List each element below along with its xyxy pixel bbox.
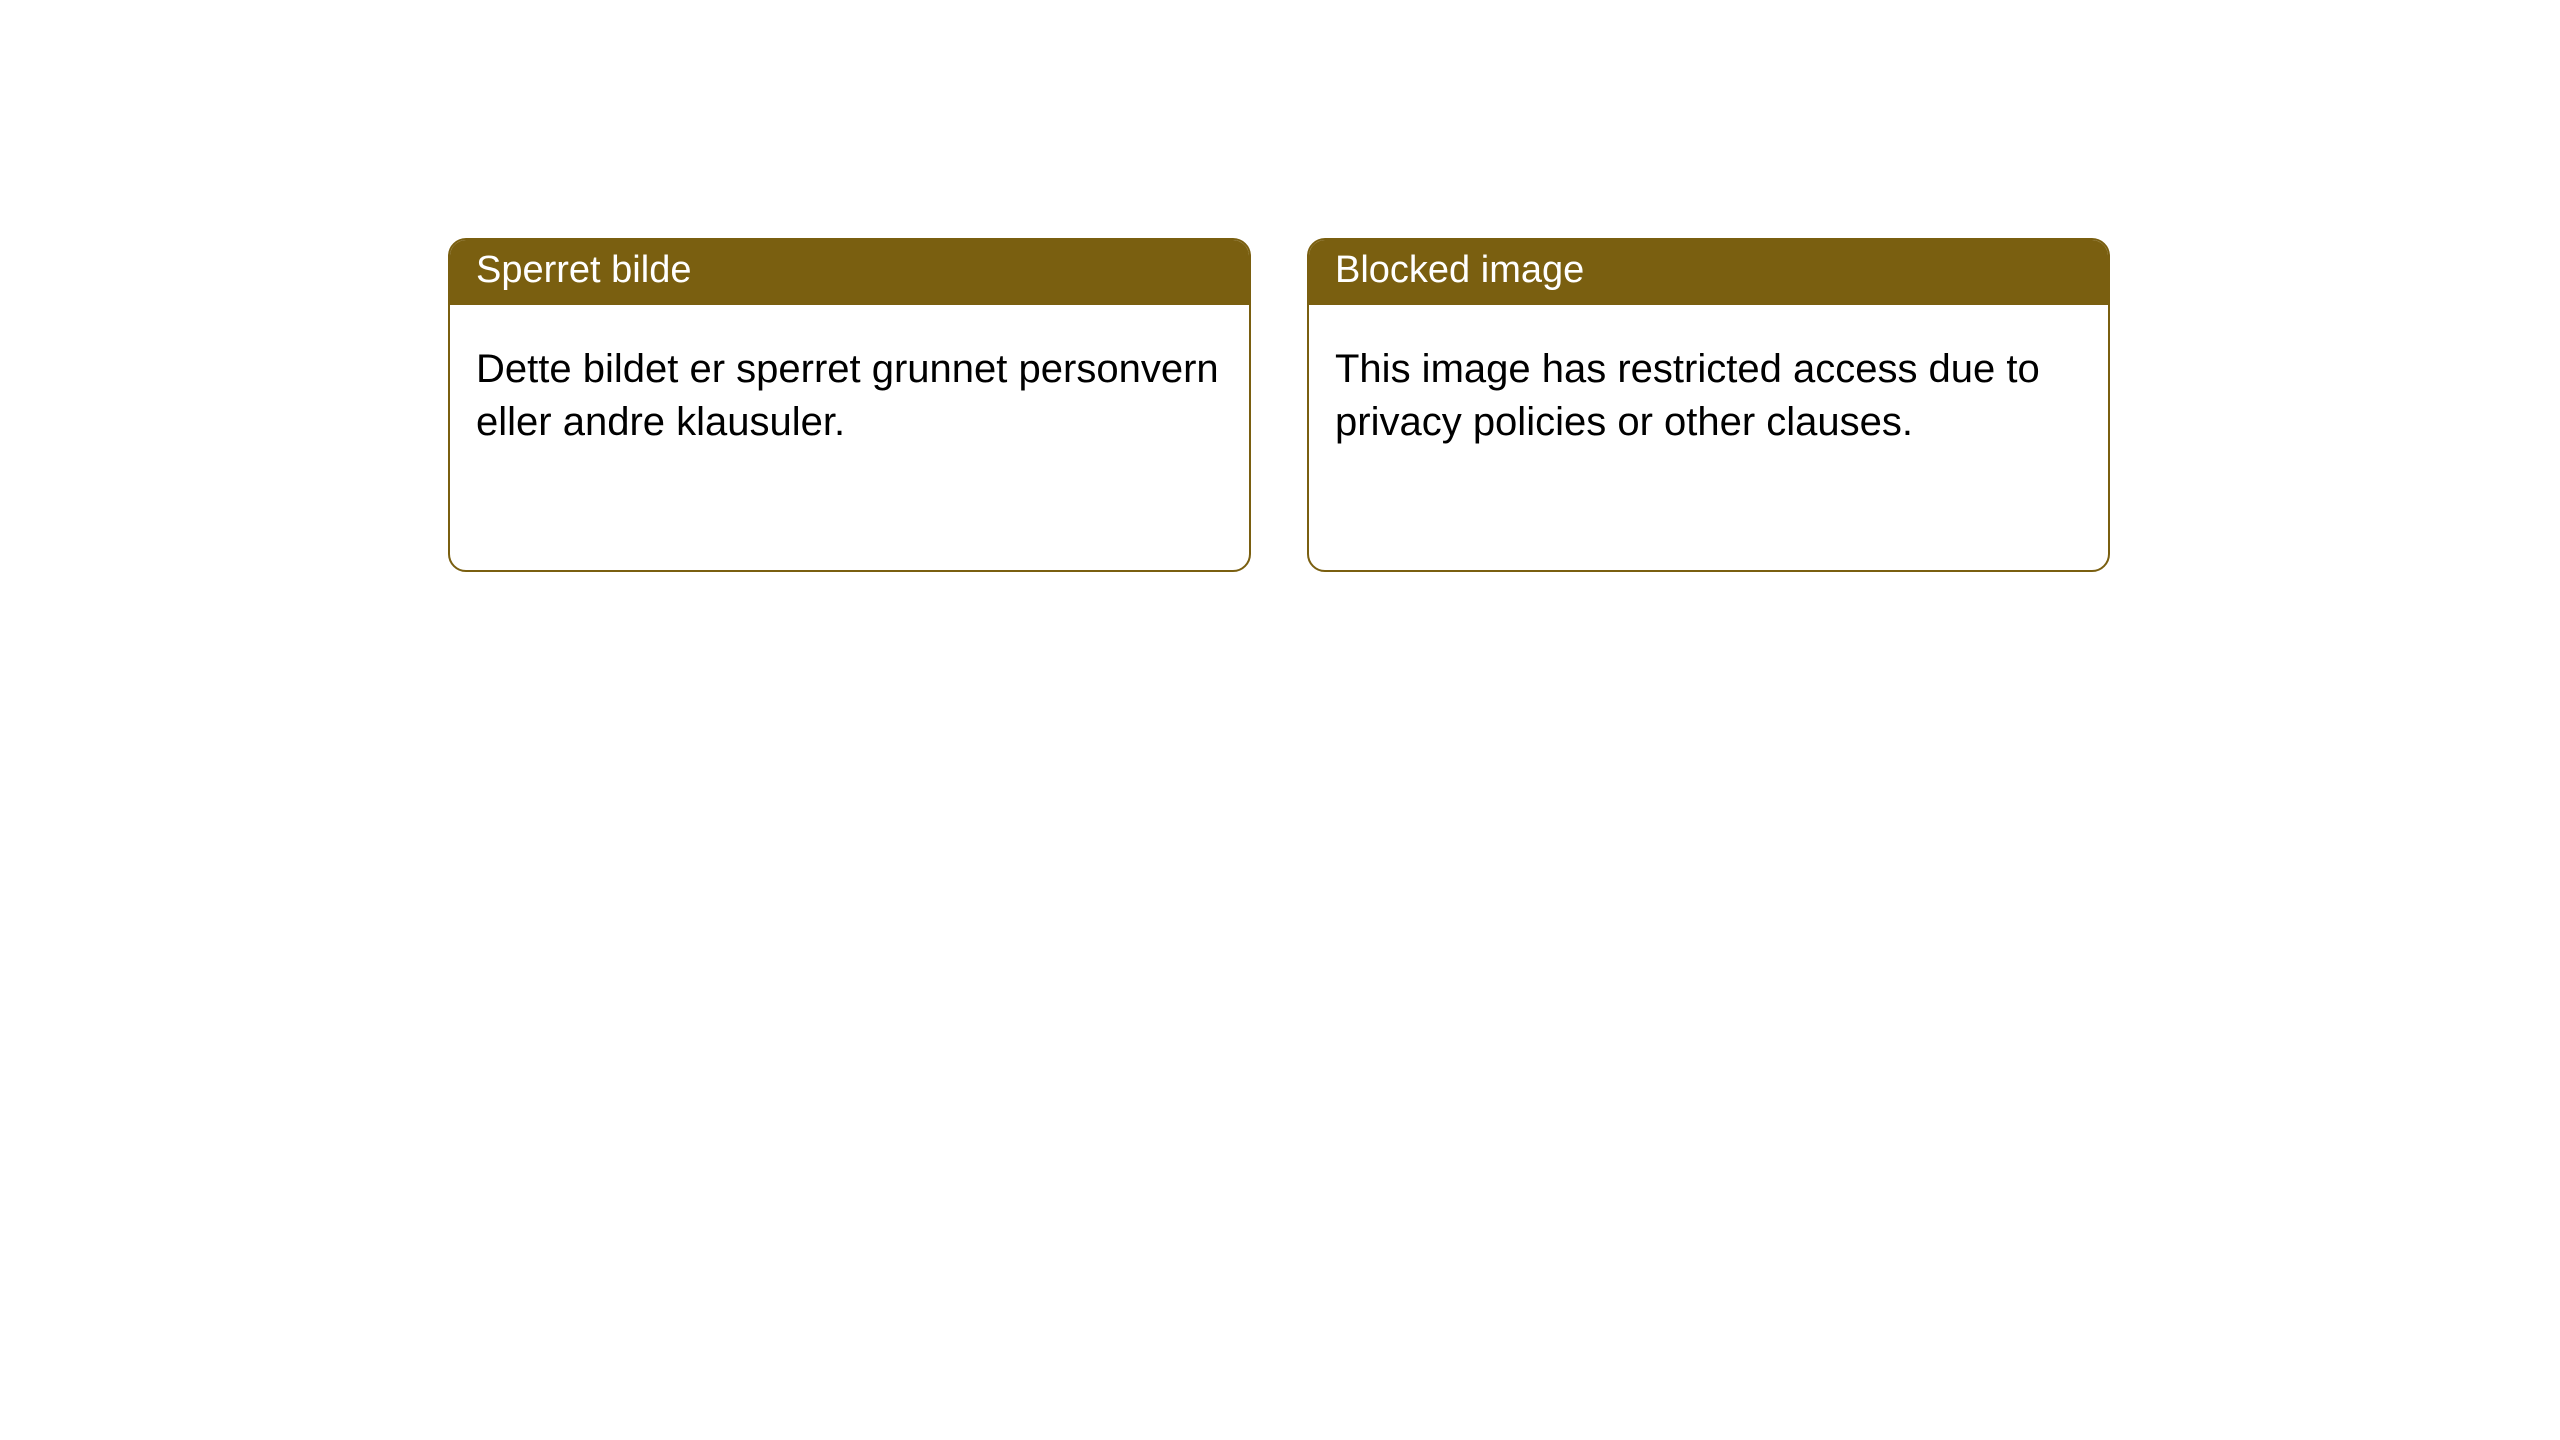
card-header: Blocked image <box>1309 240 2108 305</box>
notice-card-english: Blocked image This image has restricted … <box>1307 238 2110 572</box>
card-body: This image has restricted access due to … <box>1309 305 2108 487</box>
card-body: Dette bildet er sperret grunnet personve… <box>450 305 1249 487</box>
card-text: Dette bildet er sperret grunnet personve… <box>476 347 1219 444</box>
card-header: Sperret bilde <box>450 240 1249 305</box>
notice-card-norwegian: Sperret bilde Dette bildet er sperret gr… <box>448 238 1251 572</box>
card-text: This image has restricted access due to … <box>1335 347 2040 444</box>
card-title: Blocked image <box>1335 249 1584 291</box>
card-title: Sperret bilde <box>476 249 691 291</box>
notice-container: Sperret bilde Dette bildet er sperret gr… <box>0 0 2560 572</box>
